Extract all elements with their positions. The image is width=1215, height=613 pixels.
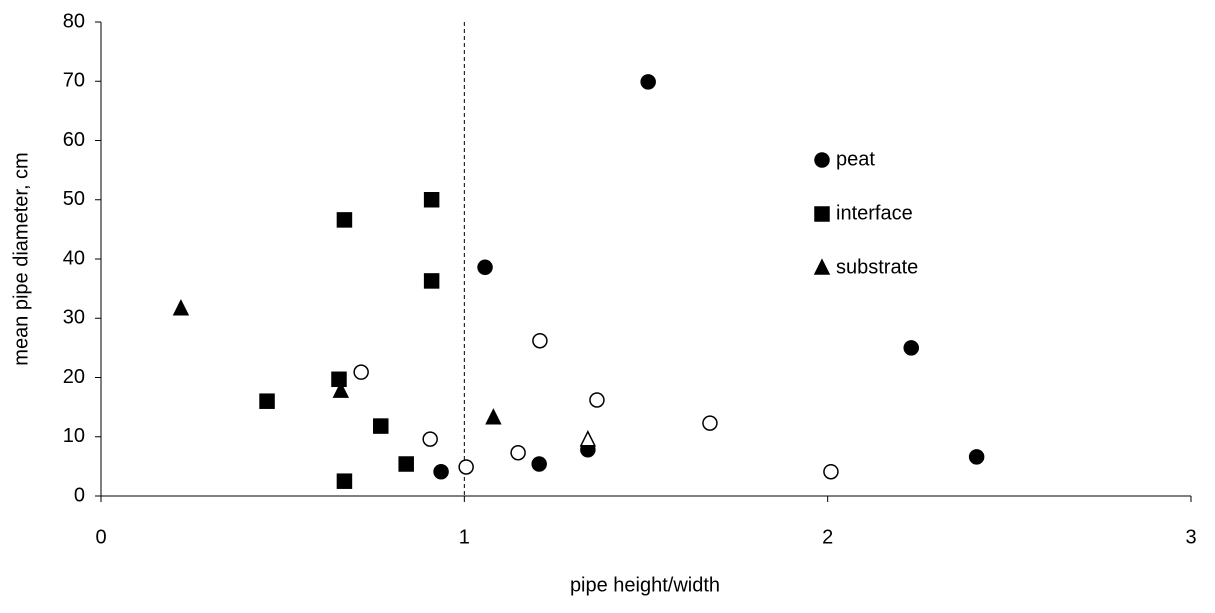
point xyxy=(968,449,985,465)
point xyxy=(373,418,389,434)
y-tick-label: 0 xyxy=(74,484,85,506)
y-tick-label: 80 xyxy=(63,10,85,32)
point xyxy=(332,381,350,398)
point xyxy=(510,444,526,461)
point xyxy=(423,273,440,289)
x-tick-label: 0 xyxy=(95,526,106,548)
y-axis-label: mean pipe diameter, cm xyxy=(10,152,32,365)
point xyxy=(532,333,548,349)
point xyxy=(531,456,547,472)
legend-marker xyxy=(814,206,830,222)
y-tick-label: 40 xyxy=(63,247,85,269)
y-tick-label: 60 xyxy=(63,129,85,151)
point xyxy=(259,393,275,409)
legend-label: peat xyxy=(836,148,875,170)
point xyxy=(172,299,190,316)
point xyxy=(336,212,353,228)
point xyxy=(589,392,605,408)
point xyxy=(353,364,369,380)
legend-marker xyxy=(814,152,830,168)
y-tick-label: 50 xyxy=(63,188,85,210)
point xyxy=(903,340,919,356)
point xyxy=(485,408,502,425)
legend-label: substrate xyxy=(836,256,918,278)
y-tick-label: 20 xyxy=(63,366,85,388)
y-tick-label: 10 xyxy=(63,425,85,447)
y-tick-label: 30 xyxy=(63,307,85,329)
x-tick-label: 2 xyxy=(822,526,833,548)
point xyxy=(433,463,449,480)
y-tick-label: 70 xyxy=(63,70,85,92)
x-tick-label: 3 xyxy=(1185,526,1196,548)
point xyxy=(579,430,597,447)
point xyxy=(398,456,414,472)
legend-label: interface xyxy=(836,202,913,224)
legend-marker xyxy=(813,258,831,275)
point xyxy=(423,192,440,208)
x-tick-label: 1 xyxy=(459,526,470,548)
point xyxy=(331,371,347,388)
point xyxy=(458,459,474,475)
point xyxy=(702,415,718,431)
x-axis-label: pipe height/width xyxy=(570,574,720,596)
point xyxy=(823,463,839,480)
point xyxy=(336,473,353,489)
point xyxy=(422,431,438,447)
point xyxy=(477,259,493,276)
point xyxy=(640,74,656,90)
